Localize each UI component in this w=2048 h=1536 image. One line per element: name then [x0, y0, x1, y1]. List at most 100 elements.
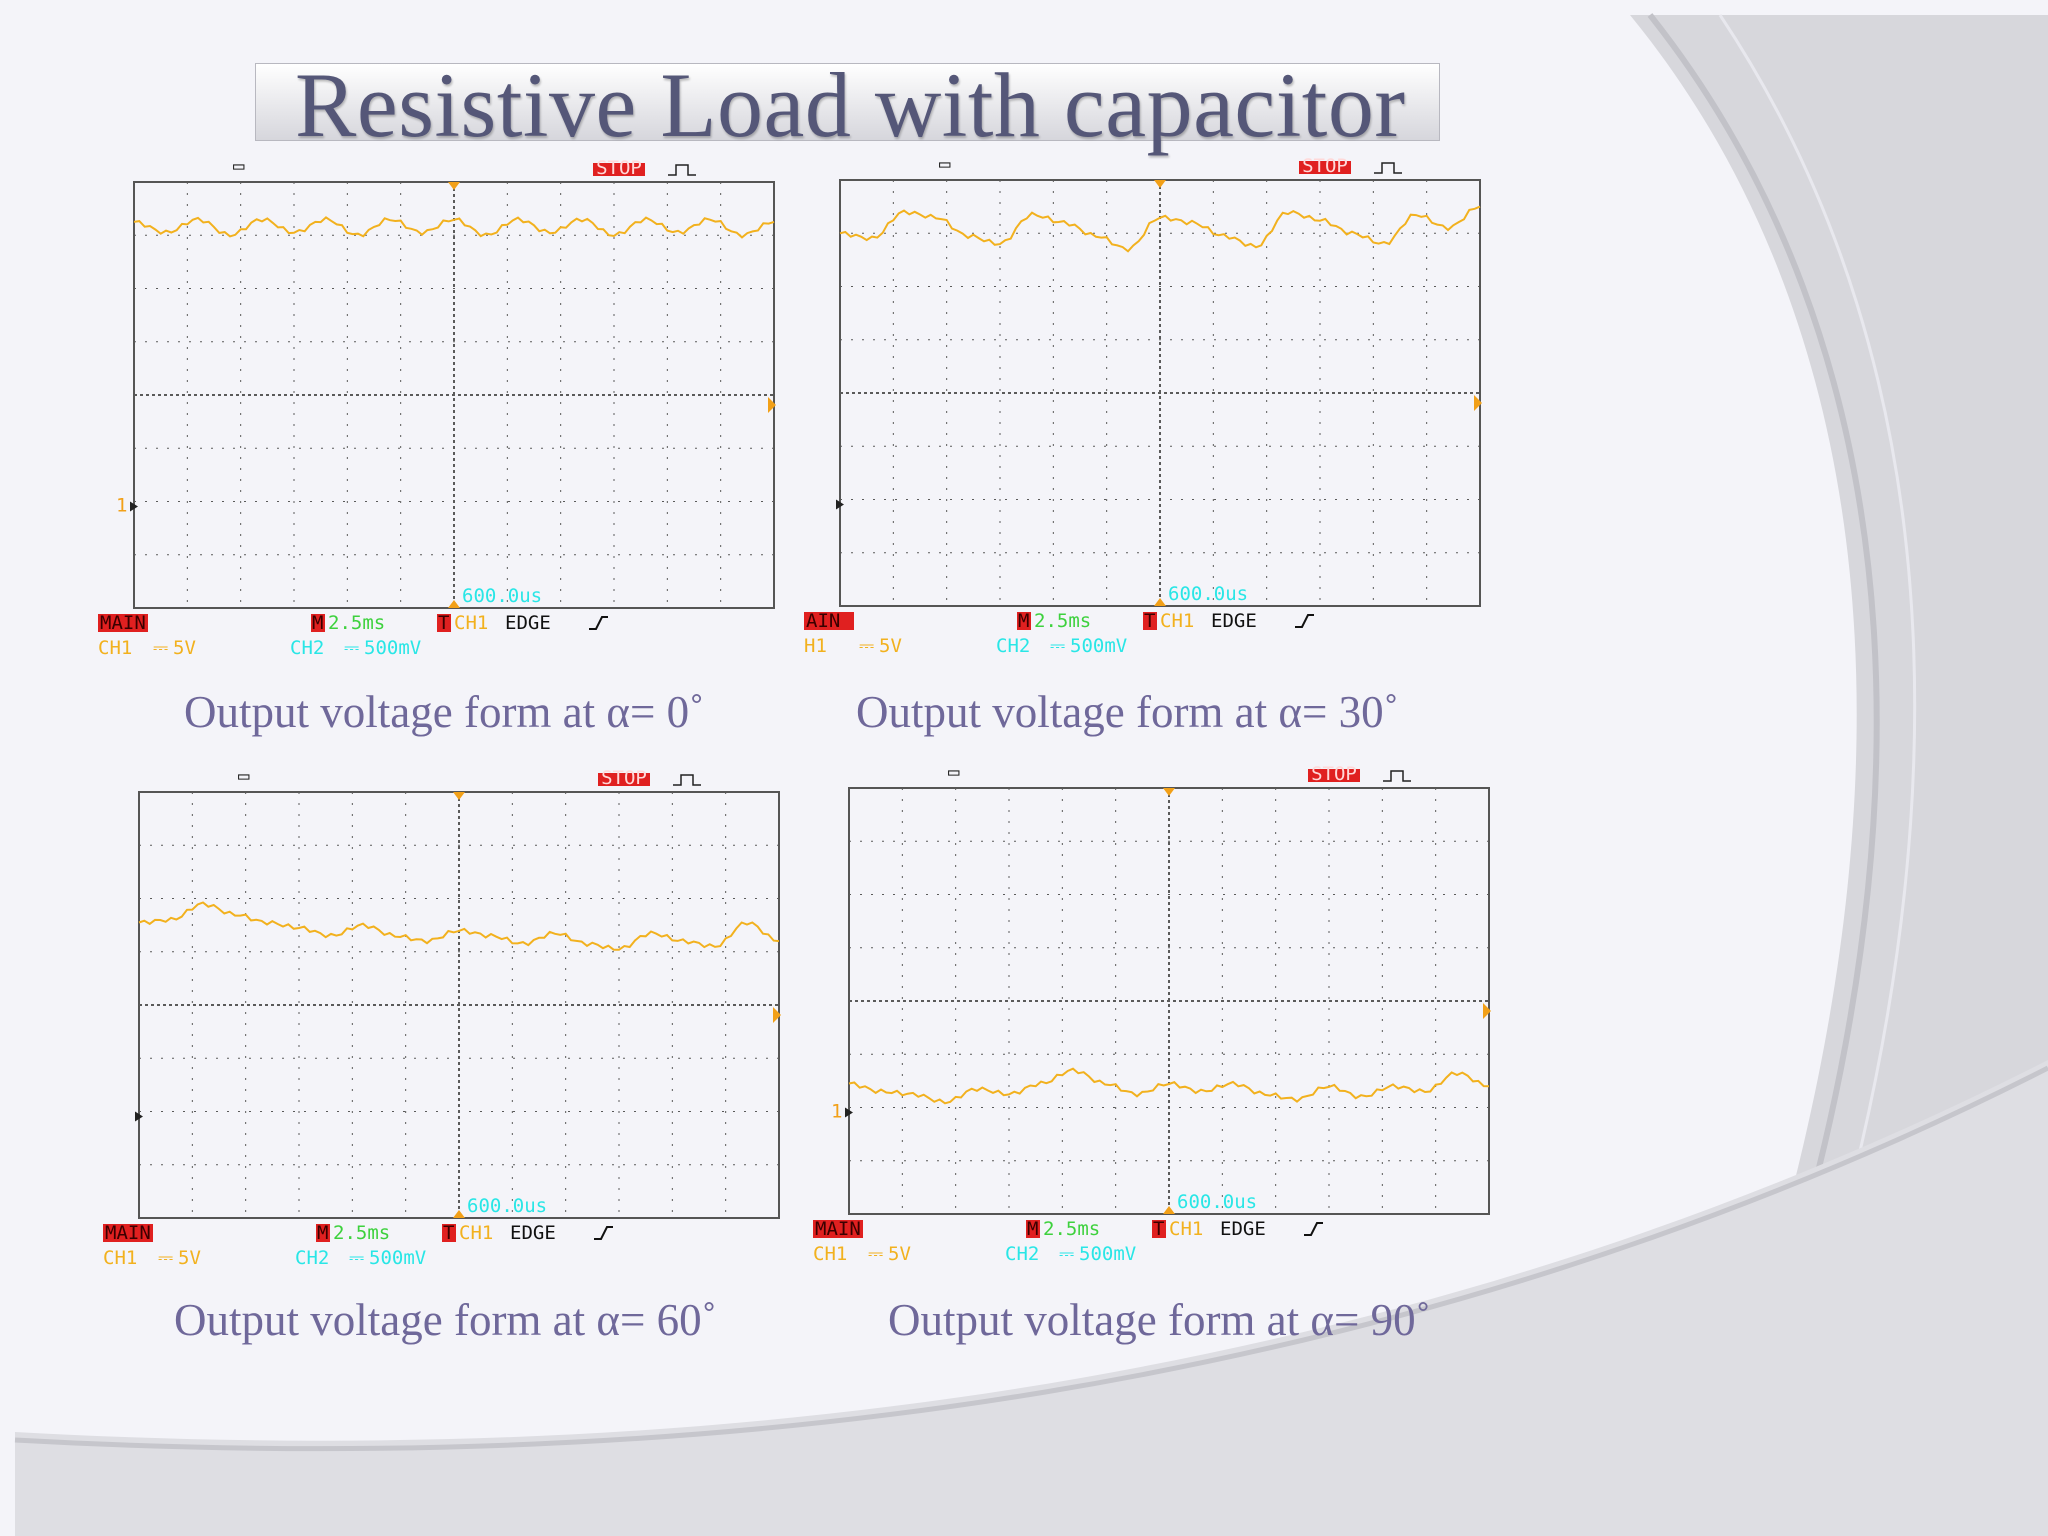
timebase-readout: 2.5ms — [333, 1222, 390, 1244]
time-offset-marker — [1163, 1206, 1175, 1214]
oscilloscope-60: ▭ STOP 600.0us MAIN M 2.5ms T CH1 EDGE CH1 ⎓ 5V CH2 ⎓… — [103, 765, 781, 1270]
trigger-level-marker — [1483, 1003, 1491, 1019]
trigger-mode-icon — [1374, 162, 1402, 174]
ch1-ground-label: 1 — [831, 1101, 842, 1123]
time-offset-marker — [448, 600, 460, 608]
trigger-level-marker — [768, 397, 776, 413]
trigger-mode-readout: EDGE — [510, 1222, 556, 1244]
ch1-coupling-icon: ⎓ — [859, 635, 874, 657]
main-label: MAIN — [100, 612, 146, 634]
stop-badge — [593, 163, 645, 176]
time-offset-marker — [453, 1210, 465, 1218]
ch2-scale-readout: 500mV — [1079, 1243, 1136, 1265]
stop-label: STOP — [596, 157, 642, 179]
memory-icon: ▭ — [948, 761, 960, 783]
t-badge — [1143, 612, 1157, 630]
graticule-grid — [840, 180, 1480, 606]
trigger-mode-icon — [1383, 770, 1411, 782]
time-offset-readout: 600.0us — [467, 1195, 547, 1217]
stop-badge — [598, 773, 650, 786]
ch1-ground-marker — [135, 1111, 143, 1122]
stop-badge — [1308, 769, 1360, 782]
ch2-label: CH2 — [1005, 1243, 1039, 1265]
oscilloscope-30: ▭ STOP 600.0us AIN M 2.5ms T CH1 EDGE H1 ⎓ 5V CH2 ⎓ 50… — [804, 153, 1482, 658]
rising-edge-icon — [1295, 614, 1314, 628]
ch1-ground-marker — [836, 499, 844, 510]
ch2-label: CH2 — [290, 637, 324, 659]
ch2-scale-readout: 500mV — [1070, 635, 1127, 657]
stop-badge — [1299, 161, 1351, 174]
trigger-mode-readout: EDGE — [505, 612, 551, 634]
t-label: T — [1144, 610, 1155, 632]
memory-icon: ▭ — [939, 153, 951, 175]
trigger-level-marker — [773, 1007, 781, 1023]
time-offset-readout: 600.0us — [1168, 583, 1248, 605]
trigger-level-marker — [1474, 395, 1482, 411]
graticule-grid — [849, 788, 1489, 1214]
rising-edge-icon — [589, 616, 608, 630]
timebase-readout: 2.5ms — [1043, 1218, 1100, 1240]
trigger-position-marker — [1154, 180, 1166, 188]
main-badge — [103, 1224, 153, 1242]
t-label: T — [443, 1222, 454, 1244]
m-badge — [1017, 612, 1031, 630]
trigger-source-readout: CH1 — [1160, 610, 1194, 632]
trigger-mode-readout: EDGE — [1220, 1218, 1266, 1240]
time-offset-marker — [1154, 598, 1166, 606]
ch1-scale-readout: 5V — [173, 637, 196, 659]
trigger-mode-icon — [668, 164, 696, 176]
m-badge — [311, 614, 325, 632]
ch1-coupling-icon: ⎓ — [153, 637, 168, 659]
ch1-scale-readout: 5V — [888, 1243, 911, 1265]
t-badge — [442, 1224, 456, 1242]
trigger-source-readout: CH1 — [1169, 1218, 1203, 1240]
graticule-grid — [134, 182, 774, 608]
slide-title: Resistive Load with capacitor — [295, 54, 1406, 156]
oscilloscope-0: ▭ STOP 1 600.0us MAIN M 2.5ms T CH1 EDGE CH1 ⎓ 5V CH2… — [98, 155, 776, 660]
t-label: T — [1153, 1218, 1164, 1240]
ch1-label: H1 — [804, 635, 827, 657]
main-badge — [813, 1220, 863, 1238]
ch2-label: CH2 — [996, 635, 1030, 657]
main-badge — [804, 612, 854, 630]
rising-edge-icon — [594, 1226, 613, 1240]
ch1-ground-marker — [845, 1107, 853, 1118]
caption-alpha-30: Output voltage form at α= 30˚ — [856, 687, 1399, 737]
ch1-label: CH1 — [813, 1243, 847, 1265]
time-offset-readout: 600.0us — [462, 585, 542, 607]
t-badge — [1152, 1220, 1166, 1238]
trigger-mode-readout: EDGE — [1211, 610, 1257, 632]
ch1-waveform — [133, 216, 775, 239]
timebase-readout: 2.5ms — [328, 612, 385, 634]
ch1-scale-readout: 5V — [879, 635, 902, 657]
stop-label: STOP — [1302, 155, 1348, 177]
stop-label: STOP — [1311, 763, 1357, 785]
m-label: M — [1027, 1218, 1038, 1240]
caption-alpha-60: Output voltage form at α= 60˚ — [174, 1295, 717, 1345]
ch1-waveform — [138, 901, 780, 951]
ch2-coupling-icon: ⎓ — [1059, 1243, 1074, 1265]
t-badge — [437, 614, 451, 632]
time-offset-readout: 600.0us — [1177, 1191, 1257, 1213]
trigger-position-marker — [448, 182, 460, 190]
main-label: MAIN — [815, 1218, 861, 1240]
m-badge — [316, 1224, 330, 1242]
ch2-scale-readout: 500mV — [369, 1247, 426, 1269]
m-badge — [1026, 1220, 1040, 1238]
ch1-label: CH1 — [103, 1247, 137, 1269]
m-label: M — [312, 612, 323, 634]
ch1-waveform — [848, 1067, 1490, 1105]
trigger-position-marker — [453, 792, 465, 800]
ch1-coupling-icon: ⎓ — [158, 1247, 173, 1269]
ch2-label: CH2 — [295, 1247, 329, 1269]
ch2-scale-readout: 500mV — [364, 637, 421, 659]
trigger-source-readout: CH1 — [454, 612, 488, 634]
trigger-source-readout: CH1 — [459, 1222, 493, 1244]
ch2-coupling-icon: ⎓ — [1050, 635, 1065, 657]
ch1-ground-marker — [130, 501, 138, 512]
ch1-ground-label: 1 — [116, 495, 127, 517]
